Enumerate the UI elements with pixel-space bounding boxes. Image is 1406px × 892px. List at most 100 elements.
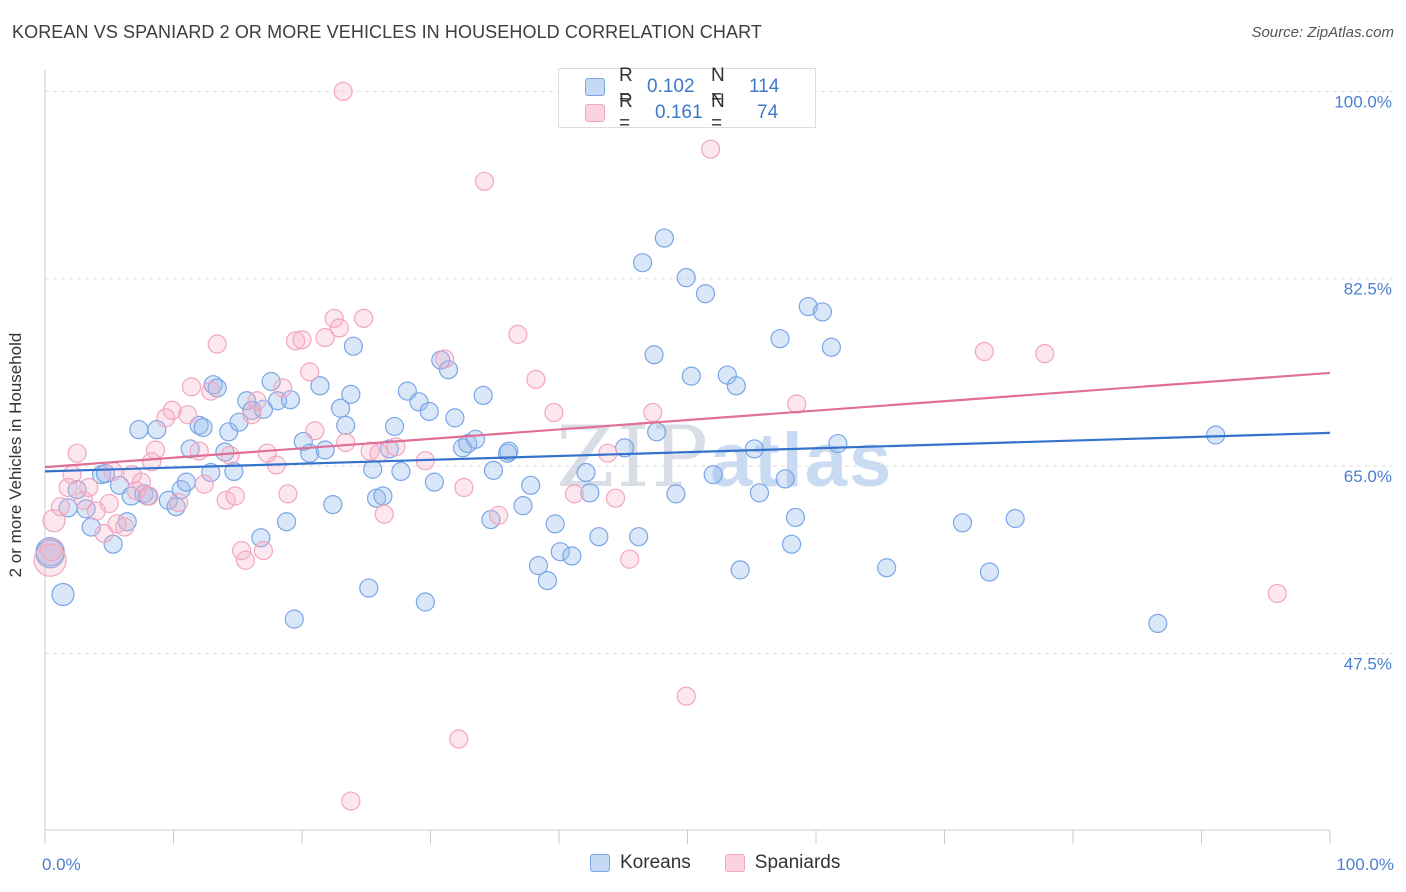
koreans-point (730, 560, 750, 580)
koreans-point (373, 486, 393, 506)
spaniards-point (1035, 344, 1055, 364)
source-label: Source: ZipAtlas.com (1251, 24, 1394, 41)
koreans-point (550, 542, 570, 562)
spaniards-point (324, 308, 344, 328)
spaniards-point (169, 492, 189, 513)
koreans-point (424, 472, 444, 492)
x-tick-label: 0.0% (42, 855, 81, 874)
spaniards-point (598, 443, 618, 463)
spaniards-point (99, 493, 119, 514)
spaniards-point (207, 334, 227, 354)
spaniards-point (142, 452, 162, 472)
r-label: R = (619, 91, 633, 134)
spaniards-point (449, 729, 469, 749)
koreans-point (384, 416, 405, 437)
koreans-point (51, 582, 75, 607)
spaniards-point (333, 81, 353, 102)
koreans-point (749, 483, 770, 503)
koreans-point (336, 415, 356, 435)
spaniards-legend-label: Spaniards (754, 852, 841, 873)
legend-row-koreans: R = 0.102 N = 114 (585, 65, 779, 108)
koreans-point (465, 429, 486, 449)
spaniards-trend-line (44, 371, 1331, 469)
spaniards-point (220, 445, 240, 465)
koreans-trend-line (44, 431, 1331, 473)
series-koreans (35, 228, 1226, 634)
koreans-point (35, 539, 65, 569)
y-tick-label: 65.0% (1344, 467, 1392, 486)
koreans-point (419, 401, 439, 422)
spaniards-point (50, 497, 71, 517)
spaniards-point (103, 461, 123, 482)
koreans-point (193, 417, 213, 438)
spaniards-point (216, 490, 236, 510)
koreans-point (647, 422, 667, 442)
y-tick-label: 100.0% (1334, 92, 1392, 111)
koreans-point (695, 284, 716, 304)
y-tick-label: 82.5% (1344, 280, 1392, 299)
koreans-point (681, 366, 701, 386)
n-label: N = (711, 65, 725, 108)
koreans-point (409, 392, 429, 412)
spaniards-point (508, 324, 528, 344)
koreans-point (310, 376, 330, 396)
spaniards-point (181, 377, 202, 397)
koreans-point (644, 345, 664, 365)
spaniards-point (787, 394, 807, 414)
koreans-point (513, 496, 533, 516)
spaniards-point (247, 391, 267, 411)
spaniards-point (1267, 583, 1287, 604)
koreans-point (785, 507, 806, 528)
spaniards-point (62, 465, 82, 485)
koreans-point (521, 475, 541, 495)
spaniards-point (701, 139, 721, 159)
spaniards-point (58, 477, 78, 498)
spaniards-point (235, 550, 256, 570)
spaniards-point (354, 308, 374, 328)
koreans-point (343, 336, 363, 356)
koreans-point (315, 440, 335, 460)
spaniards-point (676, 686, 696, 706)
spaniards-point (156, 408, 176, 428)
koreans-point (330, 398, 351, 418)
koreans-point (726, 376, 746, 396)
koreans-point (276, 512, 297, 532)
spaniards-point (336, 432, 356, 453)
spaniards-point (454, 477, 474, 498)
spaniards-swatch (585, 104, 605, 122)
spaniards-point (329, 318, 349, 338)
spaniards-point (273, 378, 293, 398)
n-label: N = (711, 91, 725, 134)
koreans-point (176, 472, 196, 492)
spaniards-point (225, 486, 245, 506)
legend-row-spaniards: R = 0.161 N = 74 (585, 91, 779, 134)
n-value-spaniards: 74 (757, 102, 779, 123)
spaniards-point (315, 328, 335, 348)
series-legend: Koreans Spaniards (590, 852, 874, 874)
koreans-point (562, 546, 582, 566)
spaniards-point (145, 440, 166, 460)
koreans-legend-label: Koreans (620, 852, 691, 873)
spaniards-point (178, 405, 198, 425)
koreans-point (629, 527, 649, 547)
spaniards-point (369, 443, 389, 463)
koreans-point (323, 494, 343, 515)
x-tick-label: 100.0% (1336, 855, 1394, 874)
stats-legend: R = 0.102 N = 114 R = 0.161 N = 74 (558, 65, 816, 134)
koreans-point (632, 253, 653, 273)
spaniards-point (73, 490, 94, 510)
koreans-point (770, 329, 790, 349)
koreans-point (952, 513, 973, 533)
koreans-point (654, 228, 674, 248)
watermark-atlas: atlas (710, 418, 894, 503)
r-value-koreans: 0.102 (647, 76, 695, 97)
koreans-point (537, 570, 558, 591)
koreans-point (828, 433, 848, 454)
spaniards-point (79, 477, 99, 498)
r-value-spaniards: 0.161 (655, 102, 703, 123)
koreans-point (877, 558, 897, 578)
koreans-swatch (585, 78, 605, 96)
tick-labels: 47.5% 65.0% 82.5% 100.0% 0.0% 100.0% (42, 92, 1394, 874)
koreans-point (359, 578, 379, 598)
